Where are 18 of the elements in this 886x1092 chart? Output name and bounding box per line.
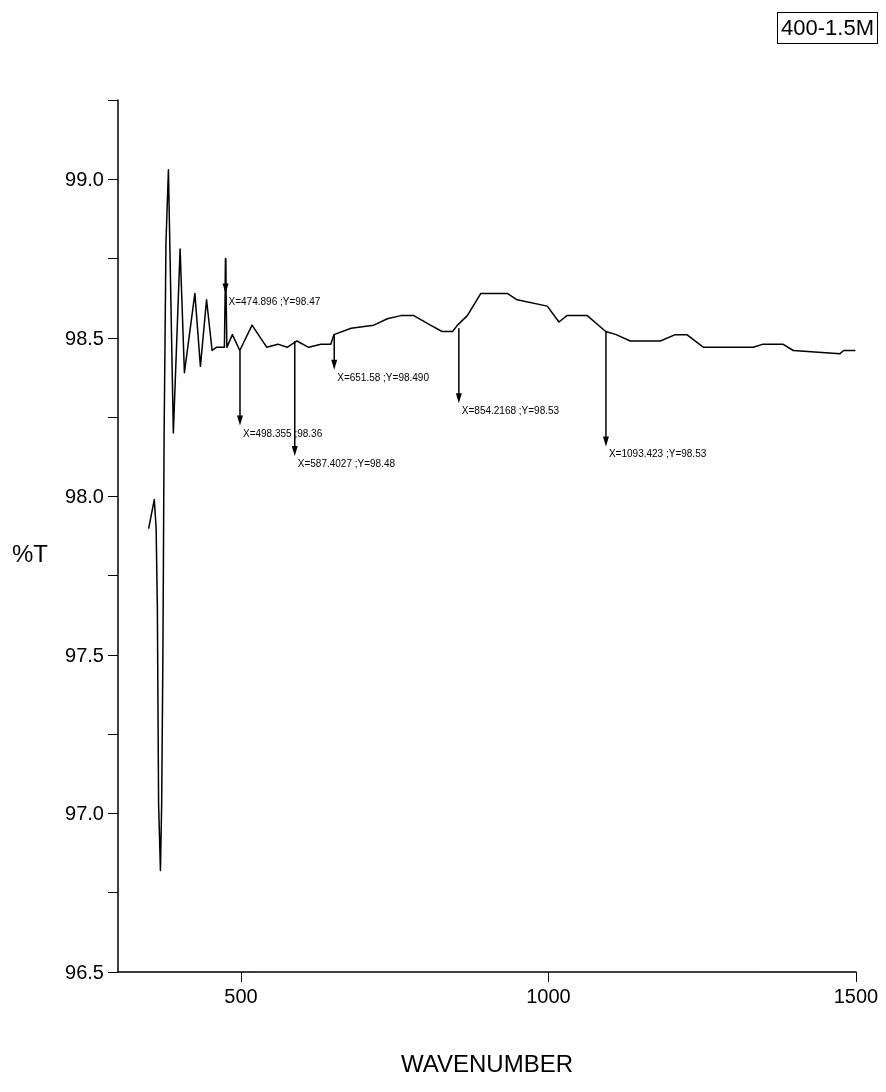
x-axis-title: WAVENUMBER <box>400 1050 574 1078</box>
x-tick-label: 1000 <box>526 985 571 1007</box>
y-tick-label: 98.5 <box>65 326 104 349</box>
y-tick-label: 99.0 <box>65 168 104 191</box>
annotation: X=474.896 ;Y=98.47 <box>228 295 321 307</box>
x-tick-label: 1500 <box>833 985 879 1007</box>
annotation: X=651.58 ;Y=98.490 <box>337 371 429 383</box>
chart-title: 400-1.5M <box>777 12 878 44</box>
y-tick-label: 96.5 <box>65 961 104 983</box>
y-tick-label: 98.0 <box>65 485 104 508</box>
y-tick-label: 97.0 <box>65 802 104 825</box>
annotation: X=498.355 ;98.36 <box>242 427 323 439</box>
y-tick-label: 97.5 <box>65 643 104 666</box>
x-tick-label: 500 <box>224 985 258 1007</box>
annotation: X=587.4027 ;Y=98.48 <box>297 457 396 469</box>
y-axis-title: %T <box>12 540 48 568</box>
annotation: X=1093.423 ;Y=98.53 <box>608 448 707 460</box>
annotation: X=854.2168 ;Y=98.53 <box>461 405 560 417</box>
